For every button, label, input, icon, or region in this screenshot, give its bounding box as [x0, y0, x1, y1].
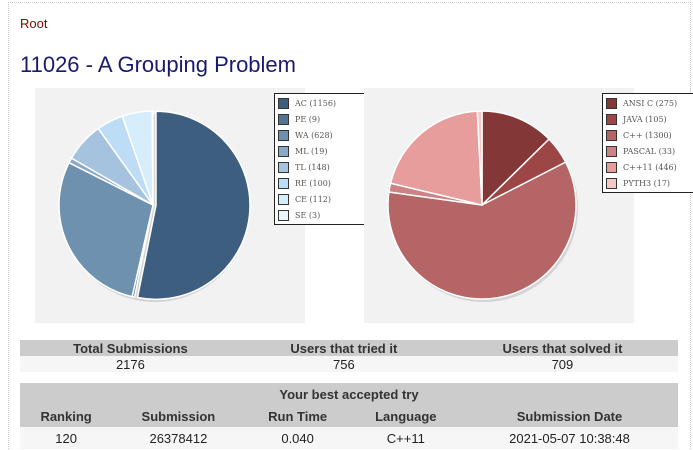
verdict-legend-label: SE (3): [295, 210, 321, 220]
verdict-legend-swatch: [278, 177, 289, 189]
content-frame: [8, 2, 691, 449]
verdict-slice-ac: [136, 110, 251, 301]
verdict-legend-swatch: [278, 113, 289, 125]
language-legend-swatch: [606, 129, 617, 141]
users-tried-header: Users that tried it: [240, 340, 447, 356]
language-legend: ANSI C (275) JAVA (105) C++ (1300) PASCAL (…: [602, 93, 693, 193]
language-legend-label: C++11 (446): [623, 162, 677, 172]
verdict-legend-swatch: [278, 209, 289, 221]
best-accepted-table: Your best accepted try Ranking Submissio…: [20, 383, 678, 449]
language-legend-label: JAVA (105): [623, 114, 667, 124]
verdict-legend-swatch: [278, 161, 289, 173]
verdict-legend-item: TL (148): [278, 159, 365, 175]
verdict-legend-item: RE (100): [278, 175, 365, 191]
language-slice-pyth3: [476, 110, 483, 206]
verdict-legend-item: ML (19): [278, 143, 365, 159]
run-time-value: 0.040: [244, 427, 351, 449]
submission-header: Submission: [112, 405, 245, 427]
language-slice-c-11: [389, 110, 483, 206]
verdict-legend-item: AC (1156): [278, 95, 365, 111]
language-legend-swatch: [606, 161, 617, 173]
verdict-legend-label: PE (9): [295, 114, 321, 124]
ranking-value: 120: [20, 427, 113, 449]
best-try-title: Your best accepted try: [20, 383, 678, 405]
ranking-header: Ranking: [20, 405, 113, 427]
verdict-pie-chart: [58, 110, 251, 302]
language-legend-label: C++ (1300): [623, 130, 672, 140]
language-legend-item: C++ (1300): [606, 127, 691, 143]
language-value: C++11: [350, 427, 461, 449]
verdict-legend-item: CE (112): [278, 191, 365, 207]
language-legend-item: PASCAL (33): [606, 143, 691, 159]
verdict-legend-label: WA (628): [295, 130, 333, 140]
verdict-legend-swatch: [278, 193, 289, 205]
total-submissions-header: Total Submissions: [20, 340, 241, 356]
language-legend-swatch: [606, 145, 617, 157]
language-slice-ansi-c: [481, 110, 551, 207]
language-slice-c: [387, 161, 577, 300]
language-legend-item: ANSI C (275): [606, 95, 691, 111]
verdict-slice-wa: [58, 161, 154, 298]
verdict-legend-label: ML (19): [295, 146, 328, 156]
language-legend-swatch: [606, 97, 617, 109]
language-legend-item: C++11 (446): [606, 159, 691, 175]
verdict-legend-item: PE (9): [278, 111, 365, 127]
verdict-slice-se: [151, 110, 154, 206]
breadcrumb-root-link[interactable]: Root: [20, 16, 48, 31]
language-legend-label: ANSI C (275): [623, 98, 678, 108]
verdict-legend-label: RE (100): [295, 178, 331, 188]
language-legend-swatch: [606, 177, 617, 189]
language-pie-chart: [387, 110, 578, 302]
language-chart-panel: [364, 88, 634, 323]
submission-date-value: 2021-05-07 10:38:48: [461, 427, 678, 449]
verdict-legend: AC (1156) PE (9) WA (628) ML (19) TL (148) RE…: [274, 93, 369, 225]
submission-date-header: Submission Date: [461, 405, 678, 427]
verdict-legend-item: SE (3): [278, 207, 365, 223]
total-submissions-value: 2176: [20, 356, 241, 372]
language-legend-label: PASCAL (33): [623, 146, 676, 156]
run-time-header: Run Time: [244, 405, 351, 427]
verdict-legend-label: TL (148): [295, 162, 330, 172]
users-tried-value: 756: [240, 356, 447, 372]
language-legend-item: JAVA (105): [606, 111, 691, 127]
users-solved-header: Users that solved it: [446, 340, 678, 356]
language-legend-swatch: [606, 113, 617, 125]
verdict-legend-label: AC (1156): [295, 98, 337, 108]
language-header: Language: [350, 405, 461, 427]
language-legend-item: PYTH3 (17): [606, 175, 691, 191]
page-title: 11026 - A Grouping Problem: [20, 52, 296, 77]
language-legend-label: PYTH3 (17): [623, 178, 671, 188]
users-solved-value: 709: [446, 356, 678, 372]
verdict-legend-label: CE (112): [295, 194, 332, 204]
submission-id-value: 26378412: [112, 427, 245, 449]
verdict-chart-panel: [35, 88, 305, 323]
verdict-legend-swatch: [278, 97, 289, 109]
submission-stats-table: Total Submissions Users that tried it Us…: [20, 340, 678, 372]
verdict-legend-swatch: [278, 145, 289, 157]
verdict-legend-swatch: [278, 129, 289, 141]
verdict-legend-item: WA (628): [278, 127, 365, 143]
